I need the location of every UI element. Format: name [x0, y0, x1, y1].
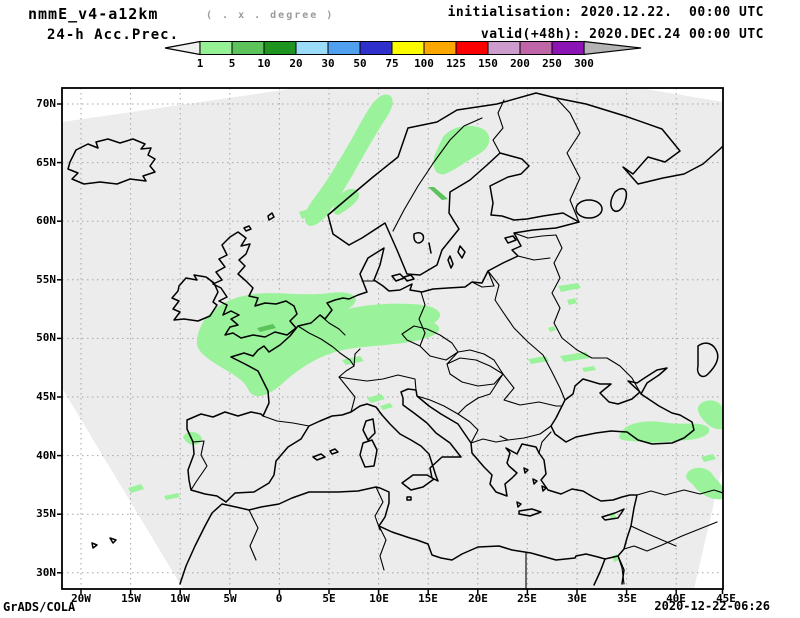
lon-tick-label: 45E [716, 592, 736, 605]
lon-tick-label: 30E [567, 592, 587, 605]
colorbar-segment [423, 41, 457, 55]
initialisation-time: initialisation: 2020.12.22. 00:00 UTC [447, 5, 764, 20]
colorbar-segment [551, 41, 585, 55]
country-borders [190, 97, 723, 589]
colorbar-tick: 20 [289, 57, 303, 70]
lon-tick-label: 15W [121, 592, 141, 605]
lat-tick-label: 45N [36, 390, 56, 403]
lat-tick-label: 55N [36, 273, 56, 286]
colorbar-tick: 125 [446, 57, 466, 70]
colorbar-left-arrow [164, 40, 201, 56]
lat-tick-label: 65N [36, 156, 56, 169]
lon-tick-label: 5W [223, 592, 237, 605]
colorbar-tick: 30 [321, 57, 335, 70]
lon-tick-label: 10W [170, 592, 190, 605]
colorbar-segment [455, 41, 489, 55]
valid-time: valid(+48h): 2020.DEC.24 00:00 UTC [480, 27, 764, 42]
product-title: 24-h Acc.Prec. [47, 27, 180, 43]
lat-tick-label: 60N [36, 214, 56, 227]
colorbar-tick: 75 [385, 57, 399, 70]
colorbar-segment [391, 41, 425, 55]
precip-field-medium [257, 187, 448, 332]
lat-tick-label: 30N [36, 566, 56, 579]
map-plot-area [57, 87, 724, 594]
lon-tick-label: 15E [418, 592, 438, 605]
colorbar-segment [263, 41, 297, 55]
colorbar-segment [519, 41, 553, 55]
colorbar-segment [231, 41, 265, 55]
lon-tick-label: 5E [322, 592, 336, 605]
axis-ticks [57, 103, 724, 594]
lat-tick-label: 50N [36, 331, 56, 344]
colorbar-tick: 100 [414, 57, 434, 70]
colorbar-segment [359, 41, 393, 55]
lon-tick-label: 20E [468, 592, 488, 605]
lon-tick-label: 0 [275, 592, 283, 605]
colorbar-segment [487, 41, 521, 55]
lat-tick-label: 70N [36, 97, 56, 110]
colorbar-tick: 5 [228, 57, 236, 70]
lon-tick-label: 40E [666, 592, 686, 605]
colorbar-tick: 10 [257, 57, 271, 70]
model-title: nmmE_v4-a12km [28, 5, 159, 23]
lon-tick-label: 35E [617, 592, 637, 605]
precip-field-light [128, 94, 723, 562]
grads-credit: GrADS/COLA [3, 600, 76, 614]
colorbar-legend: 1 5 10 20 30 50 75 100 125 150 200 250 3… [163, 39, 643, 73]
colorbar-tick: 250 [542, 57, 562, 70]
colorbar-segment [327, 41, 361, 55]
colorbar-tick: 150 [478, 57, 498, 70]
model-resolution-note: ( . x . degree ) [206, 10, 335, 21]
colorbar-segment [295, 41, 329, 55]
colorbar-tick: 300 [574, 57, 594, 70]
colorbar-graphic [164, 40, 642, 56]
lat-tick-label: 35N [36, 507, 56, 520]
creation-timestamp: 2020-12-22-06:26 [654, 599, 770, 613]
lat-tick-label: 40N [36, 449, 56, 462]
colorbar-right-arrow [583, 40, 642, 56]
colorbar-segment [199, 41, 233, 55]
colorbar-tick: 1 [196, 57, 204, 70]
lon-tick-label: 25E [517, 592, 537, 605]
colorbar-tick: 50 [353, 57, 367, 70]
colorbar-tick: 200 [510, 57, 530, 70]
lon-tick-label: 20W [71, 592, 91, 605]
lon-tick-label: 10E [369, 592, 389, 605]
